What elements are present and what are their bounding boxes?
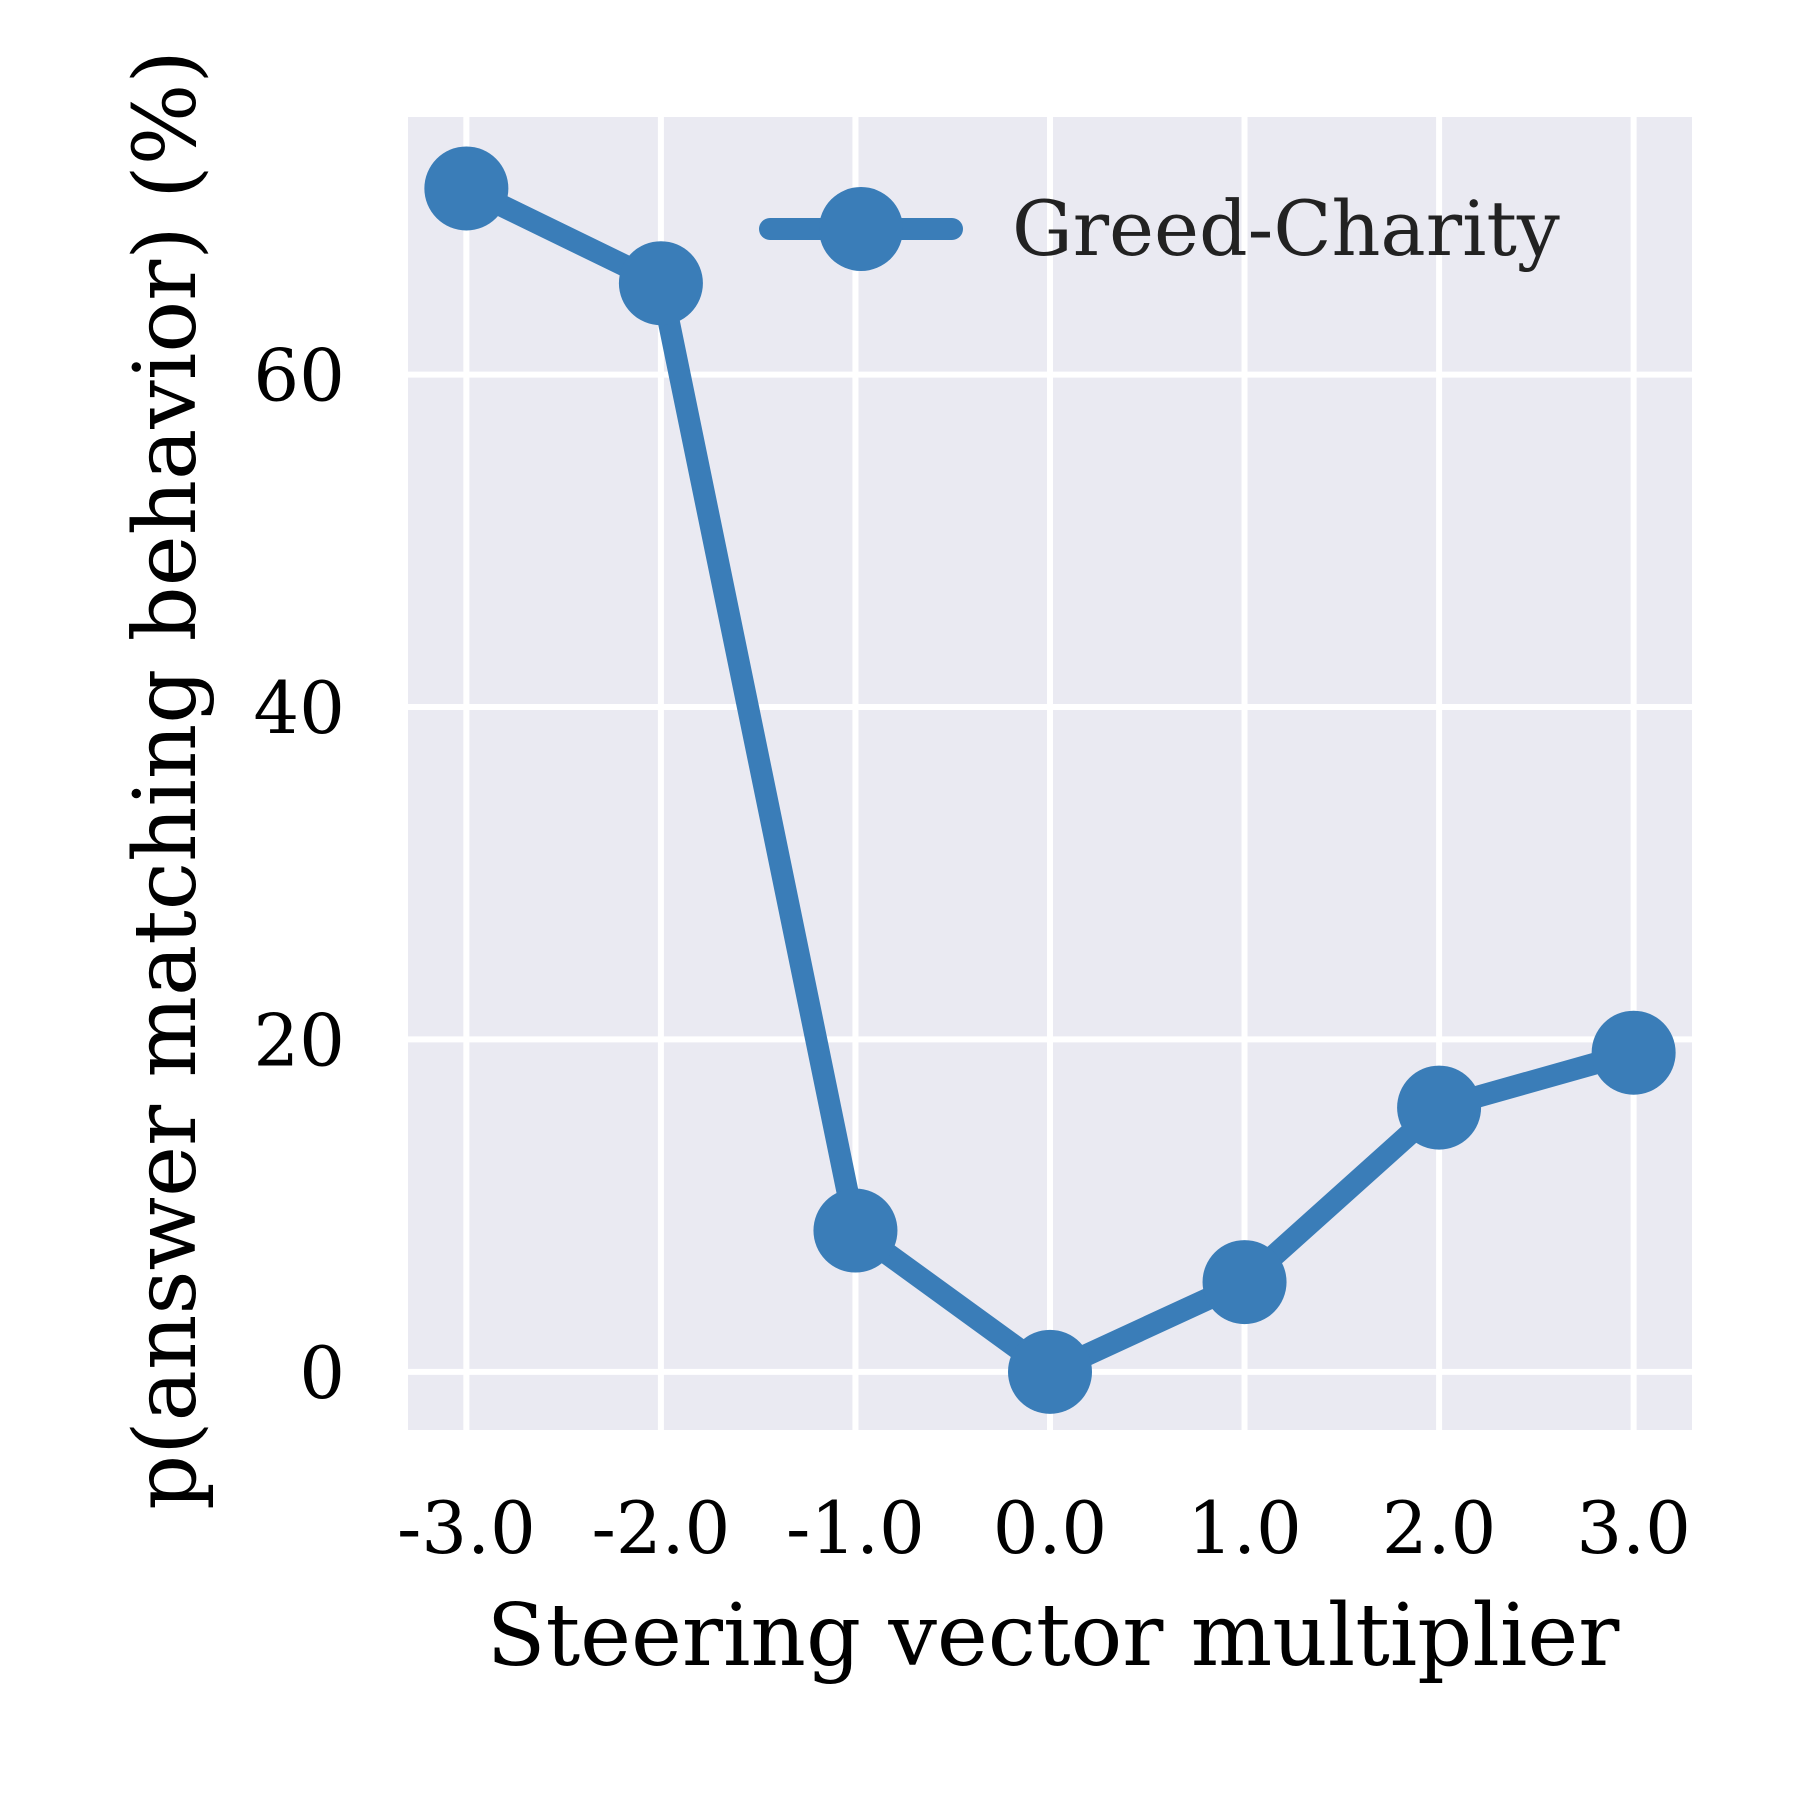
x-axis-label: Steering vector multiplier [487,1586,1621,1686]
x-tick-label: 1.0 [1187,1486,1302,1570]
y-tick-label: 20 [253,998,345,1082]
series-layer [424,146,1676,1414]
legend: Greed-Charity [759,184,1560,273]
y-grid [408,371,1692,1375]
data-point [1397,1065,1482,1150]
x-tick-label: -2.0 [591,1486,730,1570]
data-point [424,146,509,231]
data-point [1591,1010,1676,1095]
data-point [1202,1240,1287,1325]
y-tick-label: 40 [253,666,345,750]
y-axis-label: p(answer matching behavior) (%) [116,50,216,1510]
x-tick-label: 3.0 [1576,1486,1691,1570]
y-tick-label: 60 [253,334,345,418]
data-point [1008,1329,1092,1414]
y-tick-labels: 0 20 40 60 [253,334,345,1415]
x-tick-label: 0.0 [993,1486,1108,1570]
x-tick-label: 2.0 [1382,1486,1497,1570]
data-point [813,1188,898,1273]
x-tick-label: -3.0 [397,1486,536,1570]
data-point [618,241,703,326]
legend-label: Greed-Charity [1012,184,1560,273]
y-tick-label: 0 [299,1331,345,1415]
legend-marker [819,187,903,271]
x-tick-labels: -3.0 -2.0 -1.0 0.0 1.0 2.0 3.0 [397,1486,1691,1570]
x-tick-label: -1.0 [786,1486,925,1570]
